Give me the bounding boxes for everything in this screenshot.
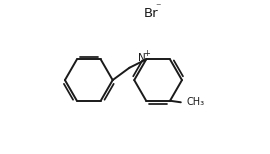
Text: CH₃: CH₃ xyxy=(186,97,204,107)
Text: Br: Br xyxy=(144,7,159,20)
Text: ⁻: ⁻ xyxy=(156,3,161,13)
Text: +: + xyxy=(143,49,150,58)
Text: N: N xyxy=(139,53,146,63)
